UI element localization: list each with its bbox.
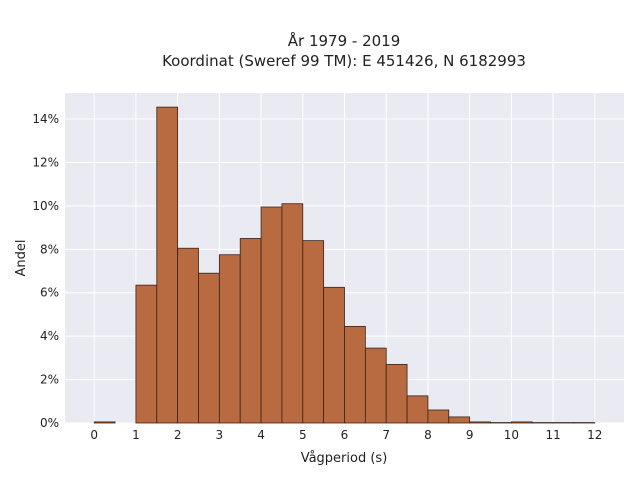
y-tick-label: 2%: [40, 373, 59, 387]
x-tick-label: 12: [587, 428, 602, 442]
x-tick-label: 7: [382, 428, 390, 442]
x-tick-label: 9: [466, 428, 474, 442]
histogram-bar: [510, 421, 533, 424]
y-tick-label: 6%: [40, 286, 59, 300]
histogram-bar: [239, 238, 262, 424]
histogram-bar: [281, 203, 304, 424]
x-tick-label: 2: [174, 428, 182, 442]
histogram-bar: [344, 325, 366, 424]
histogram-bar: [135, 284, 158, 424]
y-axis-ticks: 0% 2% 4% 6% 8% 10% 12% 14%: [32, 112, 59, 430]
x-tick-label: 0: [90, 428, 98, 442]
x-tick-label: 3: [216, 428, 224, 442]
x-tick-label: 4: [257, 428, 265, 442]
y-tick-label: 10%: [32, 199, 59, 213]
y-tick-label: 14%: [32, 112, 59, 126]
histogram-bar: [364, 347, 387, 424]
histogram-bars: [93, 106, 596, 424]
x-tick-label: 8: [424, 428, 432, 442]
histogram-bar: [198, 272, 220, 424]
histogram-bar: [469, 421, 491, 424]
x-axis-label: Vågperiod (s): [301, 451, 388, 466]
x-tick-label: 5: [299, 428, 307, 442]
histogram-bar: [302, 240, 325, 424]
histogram-bar: [385, 363, 408, 424]
histogram-bar: [448, 416, 471, 424]
y-tick-label: 0%: [40, 416, 59, 430]
y-tick-label: 4%: [40, 329, 59, 343]
x-tick-label: 1: [132, 428, 140, 442]
y-tick-label: 12%: [32, 155, 59, 169]
x-tick-label: 6: [341, 428, 349, 442]
histogram-bar: [218, 254, 241, 424]
histogram-bar: [323, 286, 345, 424]
chart-title-line2: Koordinat (Sweref 99 TM): E 451426, N 61…: [162, 52, 526, 70]
histogram-bar: [177, 247, 199, 424]
histogram-bar: [427, 409, 450, 424]
histogram-bar: [93, 421, 116, 424]
y-axis-label: Andel: [14, 240, 29, 277]
x-tick-label: 11: [545, 428, 560, 442]
x-tick-label: 10: [504, 428, 519, 442]
y-tick-label: 8%: [40, 242, 59, 256]
histogram-bar: [260, 206, 283, 424]
histogram-bar: [406, 395, 429, 424]
chart-title-line1: År 1979 - 2019: [288, 31, 401, 50]
x-axis-ticks: 0 1 2 3 4 5 6 7 8 9 10 11 12: [90, 428, 602, 442]
histogram-bar: [156, 106, 179, 424]
